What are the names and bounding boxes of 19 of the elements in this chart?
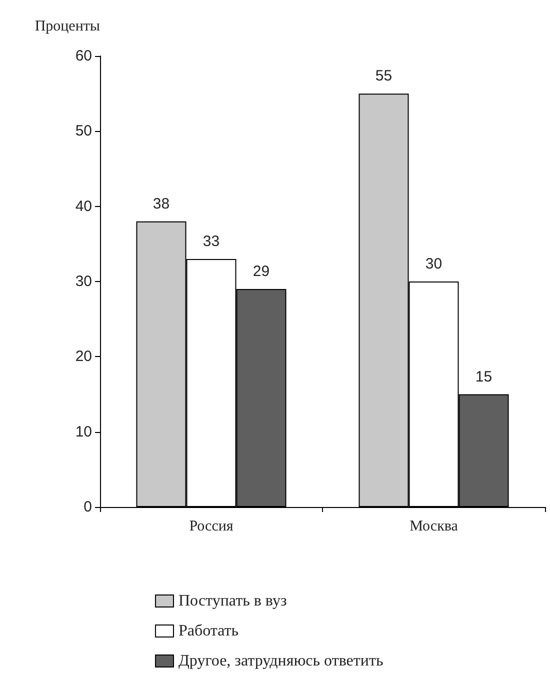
- legend-label: Поступать в вуз: [178, 592, 287, 610]
- y-tick-label: 10: [75, 423, 92, 440]
- y-tick-label: 50: [75, 122, 92, 140]
- x-tick-label: Москва: [410, 518, 458, 534]
- legend-label: Работать: [178, 622, 239, 640]
- y-tick-label: 60: [75, 48, 92, 64]
- data-label: 29: [252, 263, 270, 280]
- y-tick-label: 30: [75, 273, 92, 290]
- data-label: 38: [152, 195, 170, 212]
- y-axis-title: Проценты: [34, 18, 100, 34]
- y-tick-label: 0: [84, 498, 92, 516]
- data-label: 30: [425, 256, 442, 272]
- legend-label: Другое, затрудняюсь ответить: [178, 652, 384, 670]
- y-tick-label: 40: [75, 198, 92, 215]
- y-tick-label: 20: [75, 348, 92, 366]
- data-label: 15: [475, 368, 492, 386]
- data-label: 33: [202, 232, 220, 250]
- x-tick-label: Россия: [189, 518, 234, 534]
- data-label: 55: [375, 68, 392, 85]
